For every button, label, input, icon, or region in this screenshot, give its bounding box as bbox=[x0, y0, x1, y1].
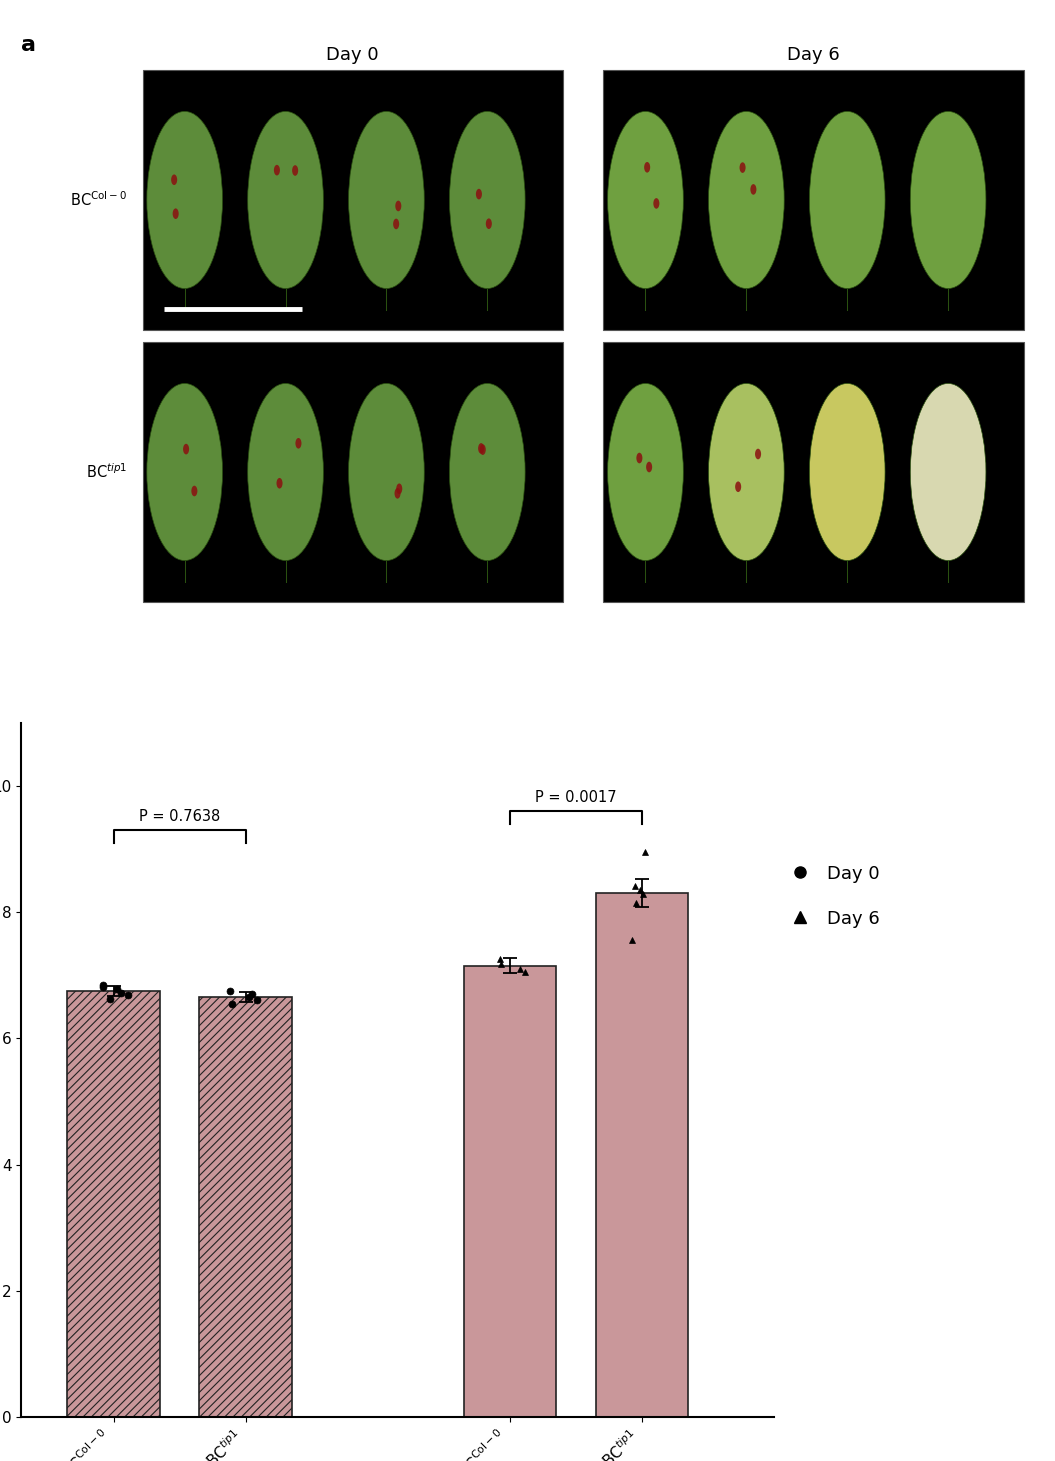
Ellipse shape bbox=[147, 383, 223, 561]
Ellipse shape bbox=[646, 462, 652, 472]
Ellipse shape bbox=[295, 438, 302, 449]
Ellipse shape bbox=[809, 383, 885, 561]
Ellipse shape bbox=[485, 218, 492, 229]
Text: Day 6: Day 6 bbox=[787, 45, 840, 64]
Ellipse shape bbox=[394, 219, 399, 229]
Ellipse shape bbox=[276, 478, 283, 488]
Text: BC$^{\mathregular{Col-0}}$: BC$^{\mathregular{Col-0}}$ bbox=[71, 190, 128, 209]
Ellipse shape bbox=[645, 162, 650, 172]
Ellipse shape bbox=[248, 111, 324, 288]
Ellipse shape bbox=[755, 449, 761, 459]
Ellipse shape bbox=[348, 383, 424, 561]
Ellipse shape bbox=[608, 111, 684, 288]
Bar bbox=[68, 991, 159, 1417]
Bar bbox=[142, 342, 563, 602]
Ellipse shape bbox=[476, 188, 482, 199]
Ellipse shape bbox=[449, 111, 525, 288]
Ellipse shape bbox=[171, 174, 177, 186]
Ellipse shape bbox=[809, 111, 885, 288]
Ellipse shape bbox=[740, 162, 746, 172]
Ellipse shape bbox=[636, 453, 642, 463]
Text: Day 0: Day 0 bbox=[326, 45, 379, 64]
Text: BC$^{\mathit{tip1}}$: BC$^{\mathit{tip1}}$ bbox=[87, 463, 128, 481]
Ellipse shape bbox=[395, 488, 401, 498]
Bar bbox=[596, 893, 688, 1417]
Ellipse shape bbox=[480, 444, 485, 454]
Ellipse shape bbox=[248, 383, 324, 561]
Ellipse shape bbox=[396, 200, 401, 212]
Ellipse shape bbox=[910, 111, 986, 288]
Ellipse shape bbox=[348, 111, 424, 288]
Ellipse shape bbox=[709, 111, 784, 288]
Text: P = 0.0017: P = 0.0017 bbox=[535, 790, 616, 805]
Ellipse shape bbox=[147, 111, 223, 288]
Ellipse shape bbox=[173, 209, 178, 219]
Legend: Day 0, Day 6: Day 0, Day 6 bbox=[784, 858, 887, 935]
Ellipse shape bbox=[191, 485, 197, 497]
Ellipse shape bbox=[274, 165, 280, 175]
Bar bbox=[603, 70, 1023, 330]
Ellipse shape bbox=[735, 482, 742, 492]
Ellipse shape bbox=[184, 444, 189, 454]
Bar bbox=[142, 70, 563, 330]
Ellipse shape bbox=[478, 443, 484, 454]
Bar bbox=[199, 998, 292, 1417]
Ellipse shape bbox=[449, 383, 525, 561]
Ellipse shape bbox=[653, 199, 659, 209]
Text: a: a bbox=[21, 35, 36, 56]
Bar bbox=[603, 342, 1023, 602]
Ellipse shape bbox=[608, 383, 684, 561]
Ellipse shape bbox=[709, 383, 784, 561]
Text: P = 0.7638: P = 0.7638 bbox=[139, 808, 220, 824]
Ellipse shape bbox=[292, 165, 299, 175]
Ellipse shape bbox=[397, 484, 402, 494]
Ellipse shape bbox=[910, 383, 986, 561]
Ellipse shape bbox=[750, 184, 756, 194]
Bar bbox=[463, 966, 556, 1417]
